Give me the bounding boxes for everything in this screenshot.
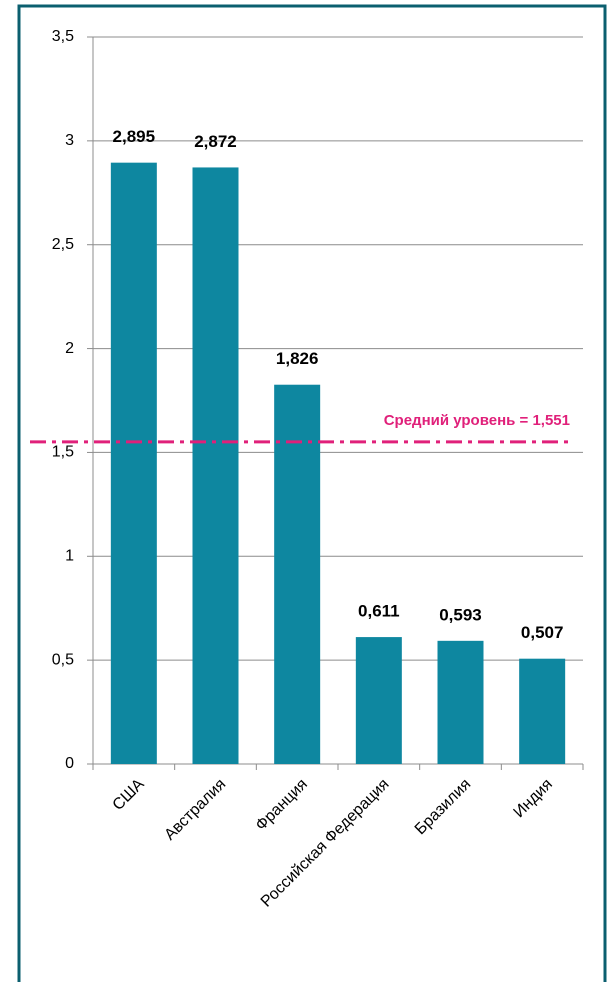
value-label: 1,826 (276, 349, 319, 368)
y-tick-label: 2,5 (52, 236, 74, 253)
value-label: 0,593 (439, 605, 482, 624)
x-tick-label: США (110, 776, 148, 814)
value-label: 0,611 (358, 602, 400, 621)
y-tick-label: 1,5 (52, 444, 74, 461)
reference-label: Средний уровень = 1,551 (384, 412, 570, 429)
value-label: 2,895 (113, 127, 156, 146)
frame (17, 4, 607, 982)
value-label: 0,507 (521, 623, 564, 642)
bar (519, 658, 566, 764)
y-tick-label: 0 (65, 755, 74, 772)
bar (437, 640, 484, 764)
x-tick-label: Бразилия (412, 776, 474, 838)
y-tick-label: 2 (65, 340, 74, 357)
bar (274, 384, 321, 764)
bar (192, 167, 239, 764)
y-tick-label: 0,5 (52, 651, 74, 668)
bar (110, 162, 157, 765)
y-tick-label: 3 (65, 132, 74, 149)
x-tick-label: Австралия (161, 776, 229, 844)
y-tick-label: 3,5 (52, 28, 74, 45)
bar (355, 637, 402, 764)
x-tick-label: Индия (511, 776, 556, 821)
value-label: 2,872 (194, 132, 237, 151)
x-tick-label: Франция (253, 776, 311, 834)
y-tick-label: 1 (65, 548, 74, 565)
